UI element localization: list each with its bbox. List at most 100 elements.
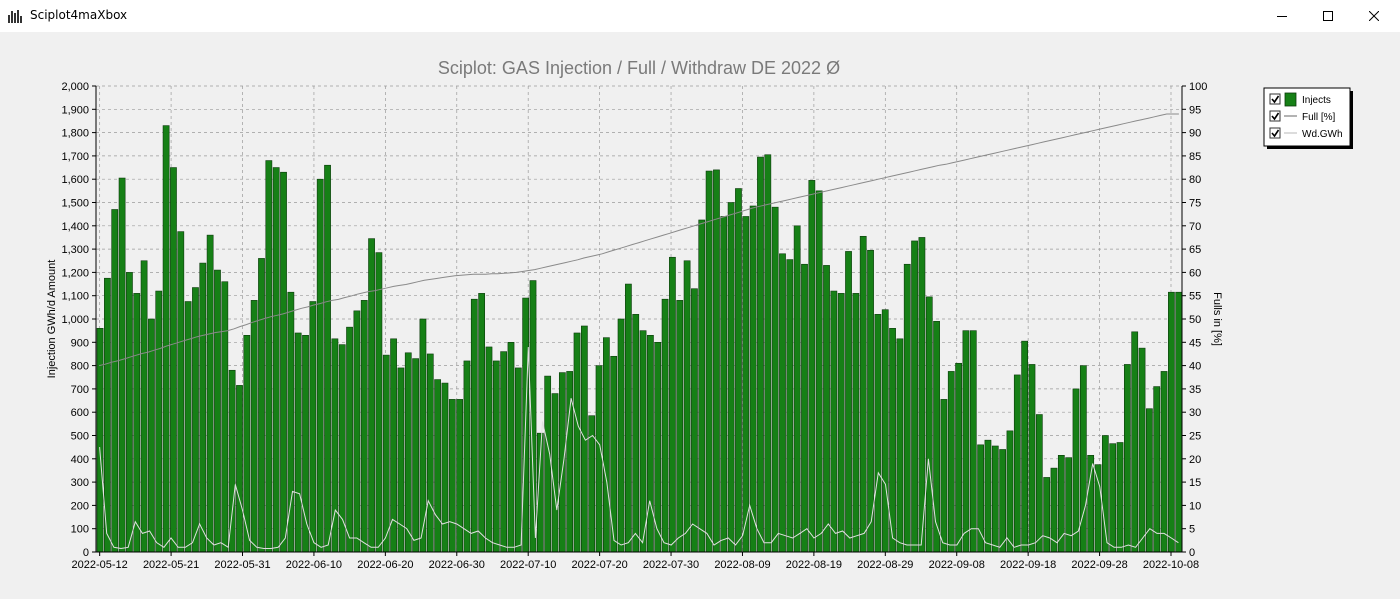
y2-tick-label: 45 — [1189, 337, 1201, 349]
y-tick-label: 1,200 — [61, 267, 89, 279]
bar — [573, 332, 581, 553]
x-tick-label: 2022-10-08 — [1143, 559, 1199, 571]
legend-item[interactable]: Injects — [1269, 92, 1331, 107]
chart: Sciplot: GAS Injection / Full / Withdraw… — [46, 58, 1353, 571]
y2-tick-label: 30 — [1189, 407, 1201, 419]
bar — [815, 190, 823, 553]
minimize-button[interactable] — [1259, 0, 1305, 32]
bar — [456, 399, 463, 553]
y-tick-label: 300 — [71, 477, 89, 489]
bar — [412, 358, 419, 553]
y2-axis-label: Fulls in [%] — [1211, 292, 1223, 346]
window-titlebar[interactable]: Sciplot4maXbox — [0, 0, 1400, 32]
legend-label: Wd.GWh — [1302, 129, 1343, 140]
chart-title: Sciplot: GAS Injection / Full / Withdraw… — [438, 58, 840, 78]
x-tick-label: 2022-07-10 — [500, 559, 556, 571]
legend-checkbox[interactable] — [1269, 127, 1281, 139]
bar — [691, 288, 698, 553]
y2-tick-label: 85 — [1189, 151, 1201, 163]
bar — [140, 260, 148, 553]
bar — [595, 365, 603, 553]
bar — [676, 300, 684, 553]
bar — [742, 216, 750, 553]
legend-item[interactable]: Full [%] — [1269, 110, 1336, 123]
bar — [962, 330, 970, 553]
bar — [236, 385, 243, 553]
legend-item[interactable]: Wd.GWh — [1269, 127, 1343, 140]
x-tick-label: 2022-06-30 — [429, 559, 485, 571]
bar — [280, 171, 287, 553]
legend-swatch-bar — [1284, 92, 1297, 107]
y2-tick-label: 5 — [1189, 524, 1195, 536]
x-tick-label: 2022-06-20 — [357, 559, 413, 571]
y-tick-label: 1,600 — [61, 174, 89, 186]
x-tick-label: 2022-08-19 — [786, 559, 842, 571]
bar — [463, 360, 471, 553]
bar — [470, 298, 478, 553]
y-tick-label: 1,100 — [61, 291, 89, 303]
legend-checkbox[interactable] — [1269, 110, 1281, 122]
legend[interactable]: Injects Full [%] Wd.GWh — [1263, 87, 1353, 149]
bar — [250, 300, 258, 553]
bar — [779, 253, 786, 553]
bar — [823, 265, 830, 553]
bar — [771, 206, 779, 553]
bar — [1160, 371, 1168, 553]
bar — [294, 332, 302, 553]
bar — [955, 362, 962, 553]
bar — [977, 444, 984, 553]
y-tick-label: 700 — [71, 384, 89, 396]
bar — [705, 170, 713, 553]
bar — [808, 180, 816, 553]
bar — [441, 382, 449, 553]
y-tick-label: 900 — [71, 337, 89, 349]
bar — [1021, 340, 1029, 553]
bar — [903, 263, 911, 553]
checkmark-icon — [1271, 129, 1280, 138]
bar — [434, 379, 441, 553]
bar — [1087, 455, 1095, 553]
bar — [566, 371, 574, 553]
y-tick-label: 500 — [71, 431, 89, 443]
bar — [625, 283, 632, 553]
bar — [177, 231, 185, 553]
bar — [1116, 442, 1124, 553]
bar — [346, 326, 353, 553]
bar — [1109, 443, 1117, 553]
bar — [947, 371, 955, 553]
legend-checkbox[interactable] — [1269, 93, 1281, 105]
y-tick-label: 1,400 — [61, 221, 89, 233]
bar — [991, 445, 999, 553]
app-chart-icon — [7, 8, 23, 24]
bar — [632, 314, 640, 553]
bar — [1101, 435, 1109, 553]
y2-tick-label: 55 — [1189, 291, 1201, 303]
bar — [617, 318, 625, 553]
bar — [544, 375, 552, 553]
bar — [830, 290, 838, 553]
y2-tick-label: 95 — [1189, 104, 1201, 116]
bar — [155, 290, 163, 553]
close-button[interactable] — [1351, 0, 1397, 32]
bar — [845, 251, 852, 553]
bar — [118, 177, 126, 553]
bar — [727, 202, 735, 553]
bar — [1153, 386, 1161, 553]
bar — [669, 256, 676, 553]
y-tick-label: 600 — [71, 407, 89, 419]
bar — [911, 240, 918, 553]
x-tick-label: 2022-05-21 — [143, 559, 199, 571]
y-tick-label: 1,500 — [61, 198, 89, 210]
axes: 01002003004005006007008009001,0001,1001,… — [61, 81, 1207, 571]
bar — [786, 259, 794, 553]
bar — [881, 309, 889, 553]
maximize-button[interactable] — [1305, 0, 1351, 32]
x-tick-label: 2022-07-30 — [643, 559, 699, 571]
x-tick-label: 2022-08-09 — [714, 559, 770, 571]
y-tick-label: 200 — [71, 500, 89, 512]
y-tick-label: 1,900 — [61, 104, 89, 116]
bar — [382, 354, 390, 553]
bar — [764, 154, 772, 553]
bar — [206, 234, 214, 553]
bar — [661, 298, 669, 553]
